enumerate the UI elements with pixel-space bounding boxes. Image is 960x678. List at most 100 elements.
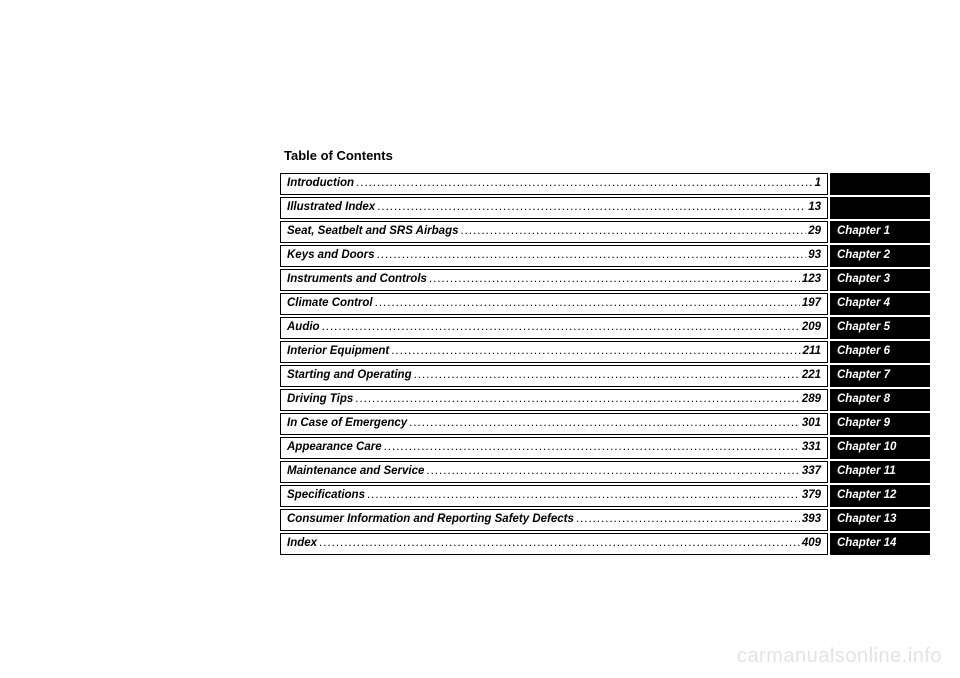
- toc-entry: Maintenance and Service ................…: [280, 461, 828, 483]
- toc-title: Keys and Doors: [287, 249, 375, 261]
- chapter-label: Chapter 10: [837, 441, 896, 453]
- chapter-tab: Chapter 4: [830, 293, 930, 315]
- toc-title: Audio: [287, 321, 320, 333]
- toc-page-number: 331: [802, 441, 821, 453]
- toc-row: Index ..................................…: [280, 533, 930, 555]
- toc-page-number: 409: [802, 537, 821, 549]
- chapter-tab: Chapter 3: [830, 269, 930, 291]
- chapter-tab: Chapter 9: [830, 413, 930, 435]
- toc-leader-dots: ........................................…: [367, 489, 800, 501]
- toc-title: Seat, Seatbelt and SRS Airbags: [287, 225, 458, 237]
- toc-row: Climate Control ........................…: [280, 293, 930, 315]
- toc-page-number: 211: [803, 345, 821, 357]
- chapter-tab: Chapter 8: [830, 389, 930, 411]
- chapter-label: Chapter 6: [837, 345, 890, 357]
- chapter-label: Chapter 12: [837, 489, 896, 501]
- toc-row: Starting and Operating .................…: [280, 365, 930, 387]
- toc-leader-dots: ........................................…: [391, 345, 800, 357]
- toc-entry: Instruments and Controls ...............…: [280, 269, 828, 291]
- toc-title: Maintenance and Service: [287, 465, 424, 477]
- toc-leader-dots: ........................................…: [319, 537, 800, 549]
- toc-row: In Case of Emergency ...................…: [280, 413, 930, 435]
- toc-title: Consumer Information and Reporting Safet…: [287, 513, 574, 525]
- toc-title: Driving Tips: [287, 393, 353, 405]
- chapter-label: Chapter 1: [837, 225, 890, 237]
- toc-row: Consumer Information and Reporting Safet…: [280, 509, 930, 531]
- toc-entry: Introduction ...........................…: [280, 173, 828, 195]
- toc-page-number: 13: [808, 201, 821, 213]
- chapter-tab: [830, 197, 930, 219]
- toc-heading: Table of Contents: [284, 148, 930, 163]
- toc-page-number: 221: [802, 369, 821, 381]
- chapter-label: Chapter 9: [837, 417, 890, 429]
- chapter-tab: Chapter 1: [830, 221, 930, 243]
- chapter-tab: Chapter 5: [830, 317, 930, 339]
- chapter-label: Chapter 14: [837, 537, 896, 549]
- toc-row: Seat, Seatbelt and SRS Airbags .........…: [280, 221, 930, 243]
- toc-leader-dots: ........................................…: [384, 441, 800, 453]
- toc-row: Maintenance and Service ................…: [280, 461, 930, 483]
- toc-leader-dots: ........................................…: [426, 465, 799, 477]
- toc-entry: Keys and Doors .........................…: [280, 245, 828, 267]
- toc-entry: Driving Tips ...........................…: [280, 389, 828, 411]
- toc-title: Index: [287, 537, 317, 549]
- chapter-label: Chapter 11: [837, 465, 896, 477]
- chapter-tab: Chapter 12: [830, 485, 930, 507]
- toc-title: Instruments and Controls: [287, 273, 427, 285]
- chapter-label: Chapter 8: [837, 393, 890, 405]
- chapter-label: Chapter 5: [837, 321, 890, 333]
- toc-page-number: 393: [802, 513, 821, 525]
- toc-row: Keys and Doors .........................…: [280, 245, 930, 267]
- toc-page-number: 289: [802, 393, 821, 405]
- toc-page-number: 29: [808, 225, 821, 237]
- toc-page-number: 337: [802, 465, 821, 477]
- toc-leader-dots: ........................................…: [377, 249, 807, 261]
- toc-title: Illustrated Index: [287, 201, 375, 213]
- chapter-label: Chapter 13: [837, 513, 896, 525]
- chapter-tab: Chapter 14: [830, 533, 930, 555]
- toc-entry: Climate Control ........................…: [280, 293, 828, 315]
- toc-page-number: 197: [802, 297, 821, 309]
- toc-row: Audio ..................................…: [280, 317, 930, 339]
- toc-title: Introduction: [287, 177, 354, 189]
- chapter-tab: Chapter 10: [830, 437, 930, 459]
- chapter-tab: Chapter 13: [830, 509, 930, 531]
- toc-leader-dots: ........................................…: [429, 273, 800, 285]
- toc-page-number: 379: [802, 489, 821, 501]
- toc-leader-dots: ........................................…: [409, 417, 800, 429]
- toc-row: Introduction ...........................…: [280, 173, 930, 195]
- toc-entry: Audio ..................................…: [280, 317, 828, 339]
- toc-leader-dots: ........................................…: [414, 369, 800, 381]
- toc-row: Specifications .........................…: [280, 485, 930, 507]
- chapter-tab: Chapter 6: [830, 341, 930, 363]
- toc-page-number: 123: [802, 273, 821, 285]
- toc-leader-dots: ........................................…: [460, 225, 806, 237]
- chapter-tab: Chapter 7: [830, 365, 930, 387]
- toc-leader-dots: ........................................…: [375, 297, 800, 309]
- toc-leader-dots: ........................................…: [377, 201, 806, 213]
- toc-leader-dots: ........................................…: [576, 513, 800, 525]
- chapter-tab: Chapter 2: [830, 245, 930, 267]
- toc-container: Table of Contents Introduction .........…: [280, 148, 930, 557]
- toc-leader-dots: ........................................…: [322, 321, 800, 333]
- toc-page-number: 93: [808, 249, 821, 261]
- chapter-tab: Chapter 11: [830, 461, 930, 483]
- chapter-tab: [830, 173, 930, 195]
- toc-row: Driving Tips ...........................…: [280, 389, 930, 411]
- chapter-label: Chapter 2: [837, 249, 890, 261]
- toc-entry: Index ..................................…: [280, 533, 828, 555]
- watermark-text: carmanualsonline.info: [737, 645, 942, 668]
- toc-entry: Appearance Care ........................…: [280, 437, 828, 459]
- toc-row: Illustrated Index ......................…: [280, 197, 930, 219]
- toc-page-number: 301: [802, 417, 821, 429]
- toc-entry: Seat, Seatbelt and SRS Airbags .........…: [280, 221, 828, 243]
- toc-entry: Consumer Information and Reporting Safet…: [280, 509, 828, 531]
- toc-row: Appearance Care ........................…: [280, 437, 930, 459]
- toc-page-number: 209: [802, 321, 821, 333]
- toc-entry: Starting and Operating .................…: [280, 365, 828, 387]
- toc-title: Climate Control: [287, 297, 373, 309]
- toc-title: Starting and Operating: [287, 369, 412, 381]
- toc-leader-dots: ........................................…: [355, 393, 800, 405]
- toc-title: In Case of Emergency: [287, 417, 407, 429]
- toc-title: Specifications: [287, 489, 365, 501]
